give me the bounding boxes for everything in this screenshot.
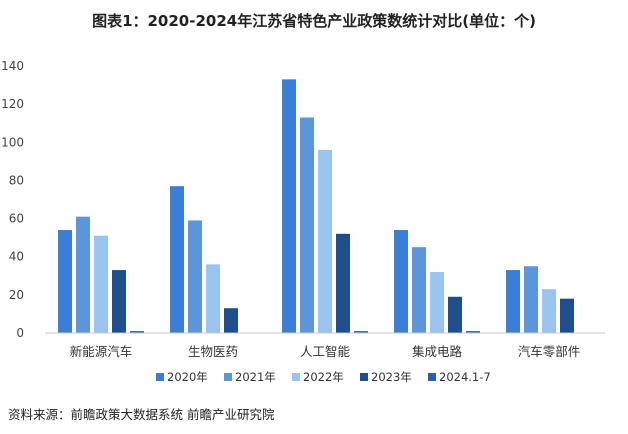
category-label: 人工智能: [300, 344, 351, 359]
category-label: 汽车零部件: [518, 344, 581, 359]
y-axis-ticks: 0 20 40 60 80 100 120 140: [1, 59, 24, 340]
bar: [354, 331, 368, 333]
category-label: 新能源汽车: [70, 344, 133, 359]
bar: [318, 149, 332, 333]
y-tick-label: 120: [1, 97, 24, 111]
y-tick-label: 80: [9, 173, 24, 187]
category-labels: 新能源汽车 生物医药 人工智能 集成电路 汽车零部件: [70, 344, 581, 359]
bar: [448, 296, 462, 333]
bar: [112, 270, 126, 333]
bar: [130, 331, 144, 333]
chart-title: 图表1：2020-2024年江苏省特色产业政策数统计对比(单位：个): [92, 12, 536, 30]
legend-swatch: [360, 373, 368, 381]
bar: [430, 271, 444, 333]
legend-swatch: [224, 373, 232, 381]
legend-swatch: [156, 373, 164, 381]
bar: [466, 331, 480, 333]
bar: [94, 235, 108, 333]
bar: [336, 233, 350, 333]
bar: [206, 264, 220, 333]
y-tick-label: 140: [1, 59, 24, 73]
bar: [58, 230, 72, 333]
legend-label: 2024.1-7: [439, 370, 491, 384]
legend-swatch: [292, 373, 300, 381]
bar: [524, 266, 538, 333]
bar: [412, 247, 426, 333]
bar: [224, 308, 238, 333]
bar: [282, 79, 296, 333]
legend-label: 2021年: [235, 370, 276, 384]
bar: [560, 298, 574, 333]
legend-swatch: [428, 373, 436, 381]
source-note: 资料来源：前瞻政策大数据系统 前瞻产业研究院: [8, 407, 275, 422]
y-tick-label: 0: [16, 326, 24, 340]
category-label: 集成电路: [412, 344, 463, 359]
bars: [58, 79, 574, 333]
legend-label: 2020年: [167, 370, 208, 384]
y-tick-label: 40: [9, 250, 24, 264]
bar: [542, 289, 556, 333]
bar: [76, 216, 90, 333]
legend-label: 2022年: [303, 370, 344, 384]
legend-label: 2023年: [371, 370, 412, 384]
y-tick-label: 20: [9, 288, 24, 302]
y-tick-label: 100: [1, 135, 24, 149]
bar: [188, 220, 202, 333]
legend: 2020年 2021年 2022年 2023年 2024.1-7: [156, 370, 491, 384]
bar: [394, 230, 408, 333]
category-label: 生物医药: [188, 344, 238, 359]
bar: [300, 117, 314, 333]
bar: [170, 186, 184, 333]
y-tick-label: 60: [9, 212, 24, 226]
bar: [506, 270, 520, 333]
